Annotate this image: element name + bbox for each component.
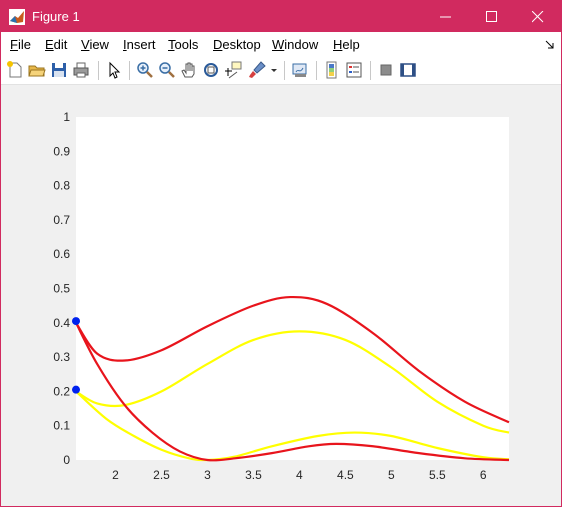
toolbar-separator	[316, 61, 317, 80]
matlab-logo-icon	[9, 9, 25, 25]
toolbar-separator	[284, 61, 285, 80]
menu-file[interactable]: File	[10, 37, 31, 52]
zoom-out-icon[interactable]	[157, 60, 177, 80]
y-tick-label: 0.1	[53, 419, 70, 433]
x-tick-label: 6	[480, 468, 487, 482]
colorbar-icon[interactable]	[322, 60, 342, 80]
print-icon[interactable]	[71, 60, 91, 80]
y-tick-label: 0	[63, 453, 70, 467]
open-file-icon[interactable]	[27, 60, 47, 80]
menu-insert[interactable]: Insert	[123, 37, 156, 52]
menu-bar: File Edit View Insert Tools Desktop Wind…	[1, 32, 561, 57]
brush-dropdown-icon[interactable]	[269, 60, 279, 80]
axes-background[interactable]	[76, 117, 509, 460]
point-marker	[72, 317, 80, 325]
y-tick-label: 0.5	[53, 282, 70, 296]
toolbar-separator	[370, 61, 371, 80]
maximize-button[interactable]	[469, 1, 515, 32]
x-tick-label: 4.5	[337, 468, 354, 482]
link-plot-icon[interactable]	[290, 60, 310, 80]
data-cursor-icon[interactable]	[223, 60, 243, 80]
menu-view[interactable]: View	[81, 37, 109, 52]
plot-svg[interactable]: 0 0.1 0.2 0.3 0.4 0.5 0.6 0.7 0.8 0.9 1 2 2.5 3 3.5 4 4.…	[1, 85, 561, 506]
x-tick-label: 2.5	[153, 468, 170, 482]
y-tick-label: 0.9	[53, 144, 70, 158]
y-tick-label: 1	[63, 110, 70, 124]
close-button[interactable]	[515, 1, 561, 32]
x-tick-label: 5	[388, 468, 395, 482]
y-tick-label: 0.7	[53, 213, 70, 227]
y-tick-label: 0.2	[53, 384, 70, 398]
maximize-icon	[486, 11, 498, 23]
menu-edit[interactable]: Edit	[45, 37, 67, 52]
zoom-in-icon[interactable]	[135, 60, 155, 80]
x-tick-label: 5.5	[429, 468, 446, 482]
brush-icon[interactable]	[247, 60, 267, 80]
edit-plot-arrow-icon[interactable]	[104, 60, 124, 80]
legend-icon[interactable]	[344, 60, 364, 80]
toolbar-separator	[98, 61, 99, 80]
menu-window[interactable]: Window	[272, 37, 318, 52]
minimize-button[interactable]	[423, 1, 469, 32]
rotate-3d-icon[interactable]	[201, 60, 221, 80]
save-icon[interactable]	[49, 60, 69, 80]
title-bar[interactable]: Figure 1	[1, 1, 561, 32]
point-marker	[72, 386, 80, 394]
x-tick-label: 3	[204, 468, 211, 482]
y-tick-label: 0.3	[53, 350, 70, 364]
y-tick-label: 0.4	[53, 316, 70, 330]
x-tick-label: 2	[112, 468, 119, 482]
menu-desktop[interactable]: Desktop	[213, 37, 261, 52]
menu-help[interactable]: Help	[333, 37, 360, 52]
toolbar	[1, 57, 561, 85]
close-icon	[532, 11, 544, 23]
x-tick-label: 4	[296, 468, 303, 482]
new-figure-icon[interactable]	[5, 60, 25, 80]
menu-tools[interactable]: Tools	[168, 37, 198, 52]
show-plot-tools-icon[interactable]	[398, 60, 418, 80]
pan-hand-icon[interactable]	[179, 60, 199, 80]
figure-canvas[interactable]: 0 0.1 0.2 0.3 0.4 0.5 0.6 0.7 0.8 0.9 1 2 2.5 3 3.5 4 4.…	[1, 85, 561, 506]
dock-arrow-icon[interactable]	[545, 40, 555, 50]
hide-plot-tools-icon[interactable]	[376, 60, 396, 80]
window-title: Figure 1	[32, 9, 80, 24]
minimize-icon	[440, 11, 452, 23]
toolbar-separator	[129, 61, 130, 80]
x-tick-label: 3.5	[245, 468, 262, 482]
y-tick-label: 0.8	[53, 179, 70, 193]
y-tick-label: 0.6	[53, 247, 70, 261]
